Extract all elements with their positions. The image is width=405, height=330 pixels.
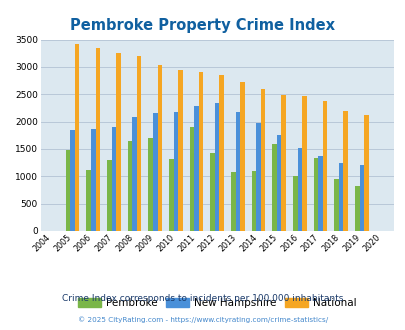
Bar	[333, 179, 338, 231]
Bar	[128, 141, 132, 231]
Bar	[210, 153, 214, 231]
Bar	[132, 117, 136, 231]
Bar	[281, 95, 285, 231]
Bar	[70, 130, 75, 231]
Bar	[338, 163, 343, 231]
Bar	[363, 115, 368, 231]
Bar	[153, 114, 157, 231]
Bar	[86, 170, 91, 231]
Bar	[276, 135, 281, 231]
Bar	[260, 89, 265, 231]
Bar	[198, 72, 203, 231]
Legend: Pembroke, New Hampshire, National: Pembroke, New Hampshire, National	[74, 294, 360, 312]
Bar	[136, 56, 141, 231]
Bar	[111, 127, 116, 231]
Bar	[194, 106, 198, 231]
Bar	[148, 138, 153, 231]
Bar	[322, 101, 326, 231]
Bar	[354, 186, 359, 231]
Bar	[256, 123, 260, 231]
Bar	[235, 112, 239, 231]
Bar	[230, 172, 235, 231]
Bar	[318, 156, 322, 231]
Text: Pembroke Property Crime Index: Pembroke Property Crime Index	[70, 18, 335, 33]
Bar	[168, 159, 173, 231]
Bar	[359, 165, 363, 231]
Bar	[91, 129, 95, 231]
Bar	[66, 149, 70, 231]
Bar	[239, 82, 244, 231]
Text: © 2025 CityRating.com - https://www.cityrating.com/crime-statistics/: © 2025 CityRating.com - https://www.city…	[78, 317, 327, 323]
Bar	[297, 148, 301, 231]
Bar	[173, 112, 178, 231]
Bar	[214, 103, 219, 231]
Bar	[251, 171, 256, 231]
Bar	[272, 144, 276, 231]
Bar	[313, 158, 318, 231]
Bar	[292, 176, 297, 231]
Bar	[219, 75, 224, 231]
Bar	[107, 160, 111, 231]
Text: Crime Index corresponds to incidents per 100,000 inhabitants: Crime Index corresponds to incidents per…	[62, 294, 343, 303]
Bar	[75, 44, 79, 231]
Bar	[157, 65, 162, 231]
Bar	[301, 96, 306, 231]
Bar	[95, 48, 100, 231]
Bar	[116, 53, 120, 231]
Bar	[189, 127, 194, 231]
Bar	[178, 70, 182, 231]
Bar	[343, 111, 347, 231]
